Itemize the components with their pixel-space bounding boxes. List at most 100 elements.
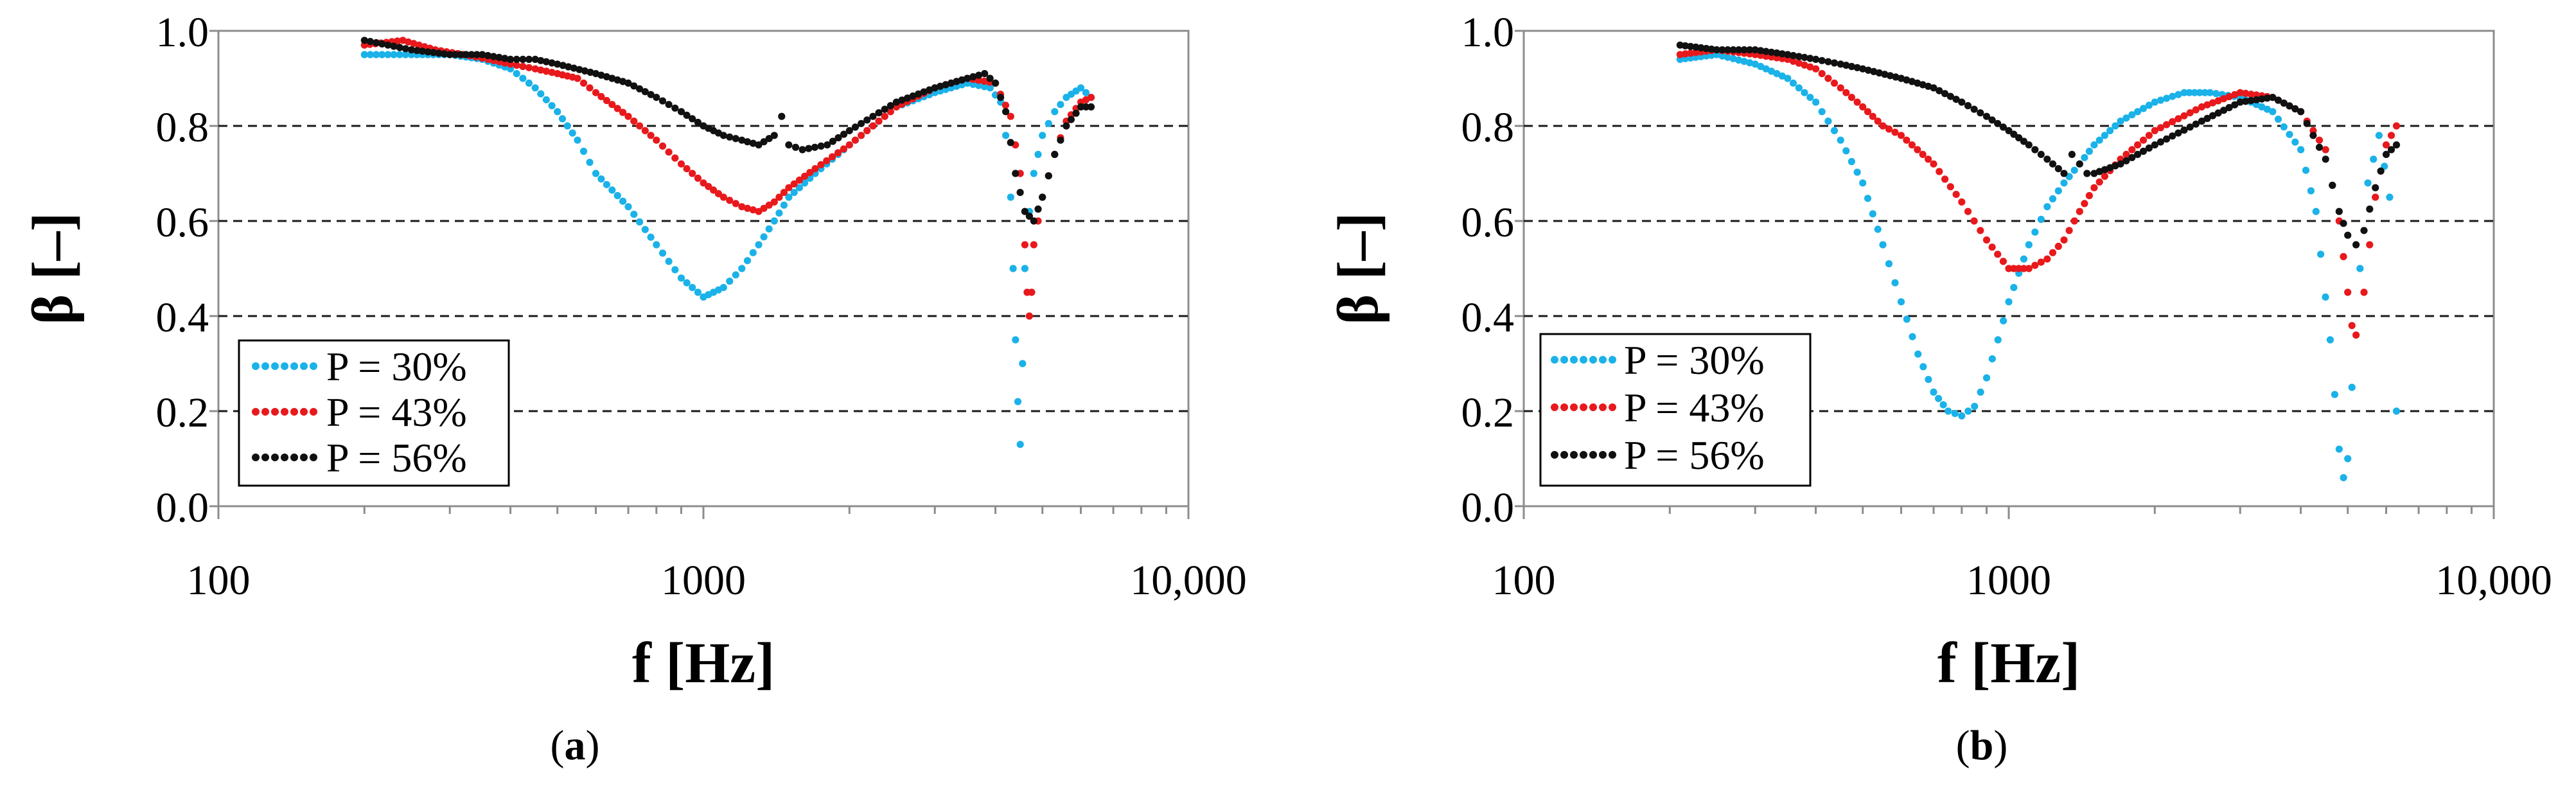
- panel-b-data-point-p56: [1762, 48, 1770, 55]
- panel-a-data-point-p56: [969, 73, 977, 81]
- panel-a-data-point-p30: [1057, 101, 1064, 109]
- legend-swatch-dot: [1589, 451, 1597, 459]
- panel-b-data-point-p56: [1914, 79, 1921, 87]
- panel-a-data-point-p43: [743, 204, 752, 212]
- panel-a-data-point-p56: [495, 53, 503, 61]
- panel-a-data-point-p30: [378, 51, 386, 58]
- panel-b-data-point-p30: [2370, 155, 2378, 163]
- panel-b-data-point-p56: [1687, 42, 1695, 50]
- panel-a-data-point-p30: [986, 84, 994, 92]
- legend-swatch-dot: [261, 408, 269, 416]
- panel-b-x-tick-label: 10,000: [2435, 557, 2552, 604]
- panel-b-data-point-p43: [1853, 98, 1861, 106]
- panel-a-data-point-p30: [619, 197, 627, 205]
- panel-b-data-point-p43: [2054, 242, 2062, 251]
- panel-a-data-point-p30: [726, 278, 734, 285]
- panel-b-data-point-p30: [2344, 455, 2352, 463]
- panel-a-data-point-p43: [677, 160, 685, 168]
- panel-b-data-point-p30: [1891, 279, 1899, 287]
- panel-b-data-point-p30: [1812, 98, 1820, 106]
- panel-a-data-point-p56: [840, 130, 848, 138]
- panel-b-caption: (b): [1956, 722, 2008, 769]
- panel-a-data-point-p30: [647, 233, 655, 241]
- panel-a-data-point-p56: [1012, 170, 1019, 177]
- panel-a-data-point-p56: [525, 55, 533, 63]
- panel-b-data-point-p43: [2382, 141, 2390, 149]
- panel-b-data-point-p43: [2220, 95, 2228, 103]
- panel-a-data-point-p56: [613, 76, 621, 84]
- panel-a-data-point-p56: [1067, 116, 1075, 123]
- panel-b-data-point-p43: [1908, 141, 1916, 149]
- panel-a-data-point-p43: [881, 112, 888, 120]
- panel-a-data-point-p30: [671, 266, 679, 274]
- panel-a-data-point-p56: [791, 143, 800, 151]
- panel-b-data-point-p56: [1697, 44, 1705, 51]
- panel-a-data-point-p43: [760, 204, 768, 212]
- panel-b-data-point-p43: [2005, 265, 2013, 272]
- panel-b-data-point-p30: [1994, 336, 2002, 344]
- panel-b-data-point-p56: [1681, 42, 1689, 49]
- panel-b-data-point-p43: [1830, 79, 1839, 87]
- panel-a-data-point-p30: [665, 258, 673, 265]
- panel-a-data-point-p56: [373, 39, 380, 47]
- legend-swatch-dot: [1599, 451, 1607, 459]
- legend-swatch-dot: [290, 454, 298, 461]
- panel-a-data-point-p43: [801, 172, 809, 180]
- panel-a-data-point-p56: [953, 78, 960, 85]
- panel-a-data-point-p43: [755, 207, 763, 215]
- panel-b-data-point-p56: [1903, 76, 1910, 84]
- panel-a-data-point-p43: [641, 127, 649, 134]
- panel-b-y-tick-label: 0.8: [1461, 104, 1515, 151]
- panel-b-data-point-p30: [1885, 260, 1893, 268]
- legend-swatch-dot: [310, 454, 317, 461]
- panel-b-data-point-p30: [1724, 53, 1732, 61]
- panel-b-data-point-p56: [2128, 154, 2136, 161]
- panel-b-data-point-p56: [2068, 150, 2076, 158]
- panel-b-data-point-p56: [2263, 94, 2271, 102]
- panel-b-data-point-p43: [1842, 89, 1850, 96]
- panel-b-data-point-p43: [2366, 241, 2374, 249]
- panel-a-x-tick-label: 100: [187, 557, 251, 604]
- legend-swatch-dot: [300, 362, 308, 370]
- panel-a-data-point-p56: [863, 116, 871, 124]
- panel-a-data-point-p56: [887, 101, 894, 110]
- panel-b-data-point-p56: [2231, 101, 2239, 109]
- panel-a-data-point-p56: [937, 82, 944, 90]
- panel-b-data-point-p56: [2163, 135, 2171, 143]
- panel-b-data-point-p30: [2095, 136, 2103, 144]
- panel-a-data-point-p30: [1034, 150, 1042, 158]
- panel-b-data-point-p56: [1864, 66, 1872, 74]
- panel-b-data-point-p30: [2258, 103, 2266, 110]
- panel-b-data-point-p56: [1958, 98, 1966, 106]
- panel-b-data-point-p30: [2134, 108, 2142, 116]
- panel-a-y-tick-label: 0.4: [156, 294, 209, 341]
- panel-b-data-point-p43: [1681, 50, 1689, 58]
- panel-a-data-point-p30: [658, 249, 667, 257]
- panel-a-series-p56: [360, 37, 1095, 225]
- panel-b-data-point-p43: [2163, 121, 2171, 128]
- panel-b-data-point-p30: [1925, 376, 1932, 384]
- panel-a-data-point-p43: [732, 200, 739, 207]
- panel-b-data-point-p56: [2286, 102, 2293, 110]
- panel-a-data-point-p56: [765, 135, 773, 143]
- panel-a-data-point-p30: [558, 115, 567, 123]
- panel-a-data-point-p56: [920, 88, 928, 96]
- panel-b-data-point-p30: [1988, 355, 1996, 363]
- panel-b-data-point-p30: [1935, 394, 1943, 402]
- panel-a-data-point-p43: [683, 165, 691, 173]
- panel-a-data-point-p56: [548, 59, 556, 67]
- panel-a-data-point-p56: [926, 86, 933, 94]
- legend-swatch-dot: [1580, 451, 1587, 459]
- panel-a-data-point-p56: [1034, 205, 1042, 213]
- panel-b-data-point-p56: [2180, 126, 2188, 134]
- panel-b-data-point-p30: [2263, 105, 2271, 113]
- panel-b-data-point-p56: [2372, 184, 2379, 191]
- panel-b-data-point-p30: [1859, 179, 1867, 187]
- panel-b-data-point-p30: [2269, 108, 2277, 116]
- panel-a-data-point-p56: [992, 79, 1000, 87]
- panel-a-data-point-p43: [1028, 288, 1036, 296]
- panel-a-data-point-p43: [658, 142, 667, 150]
- panel-a-data-points: [360, 37, 1095, 448]
- panel-b-data-point-p30: [2128, 111, 2136, 119]
- panel-b-data-point-p43: [2049, 249, 2057, 256]
